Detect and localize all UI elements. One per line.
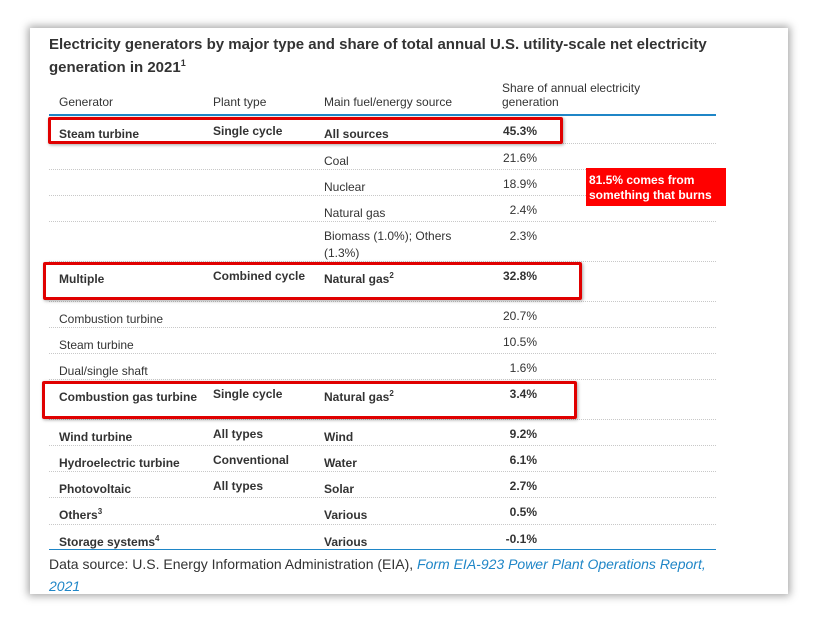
cell-share: 2.3% xyxy=(509,229,537,243)
column-header-fuel: Main fuel/energy source xyxy=(324,95,453,109)
cell-fuel: Natural gas2 xyxy=(324,389,394,404)
table-row: Steam turbine Single cycle All sources 45.3… xyxy=(49,117,716,143)
cell-fuel: All sources xyxy=(324,127,389,141)
column-header-plant-type: Plant type xyxy=(213,95,267,109)
cell-plant-type: All types xyxy=(213,479,264,493)
cell-fuel: Various xyxy=(324,535,368,549)
cell-fuel: Solar xyxy=(324,482,355,496)
table-row: Coal 21.6% xyxy=(49,143,716,170)
cell-generator: Multiple xyxy=(59,272,105,286)
cell-share: 6.1% xyxy=(509,453,537,467)
cell-plant-type: Combined cycle xyxy=(213,269,306,283)
cell-share: 45.3% xyxy=(502,124,537,138)
cell-fuel: Natural gas xyxy=(324,206,386,220)
cell-generator: Combustion turbine xyxy=(59,312,164,326)
cell-plant-type: Conventional xyxy=(213,453,290,467)
table-title: Electricity generators by major type and… xyxy=(49,36,707,76)
table-row: Natural gas 2.4% xyxy=(49,195,716,222)
cell-fuel: Water xyxy=(324,456,357,470)
table-row: Wind turbine All types Wind 9.2% xyxy=(49,419,716,446)
cell-plant-type: Single cycle xyxy=(213,124,283,138)
cell-fuel: Natural gas2 xyxy=(324,271,394,286)
table-card: Electricity generators by major type and… xyxy=(30,28,788,594)
cell-share: 32.8% xyxy=(502,269,537,283)
column-header-share: Share of annual electricity generation xyxy=(502,81,641,109)
cell-generator: Wind turbine xyxy=(59,430,133,444)
table-row: Dual/single shaft 1.6% xyxy=(49,353,716,380)
cell-fuel: Biomass (1.0%); Others (1.3%) xyxy=(324,229,452,260)
data-source-note: Data source: U.S. Energy Information Adm… xyxy=(49,556,706,594)
cell-fuel: Various xyxy=(324,508,368,522)
table-row: Multiple Combined cycle Natural gas2 32.8% xyxy=(49,261,716,302)
table-bottom-divider xyxy=(49,549,716,550)
highlight-box-combustion-gas-turbine xyxy=(42,381,577,419)
header-divider xyxy=(49,114,716,116)
cell-generator: Storage systems4 xyxy=(59,534,160,549)
cell-share: 9.2% xyxy=(509,427,537,441)
cell-generator: Hydroelectric turbine xyxy=(59,456,180,470)
table-row: Steam turbine 10.5% xyxy=(49,327,716,354)
table-row: Biomass (1.0%); Others (1.3%) 2.3% xyxy=(49,221,716,262)
cell-share: 2.4% xyxy=(509,203,537,217)
table-row: Photovoltaic All types Solar 2.7% xyxy=(49,471,716,498)
cell-plant-type: All types xyxy=(213,427,264,441)
table-row: Others3 Various 0.5% xyxy=(49,497,716,525)
cell-share: 18.9% xyxy=(502,177,537,191)
cell-generator: Steam turbine xyxy=(59,127,140,141)
cell-share: 10.5% xyxy=(502,335,537,349)
cell-share: 1.6% xyxy=(509,361,537,375)
cell-share: 2.7% xyxy=(509,479,537,493)
highlight-box-steam-turbine xyxy=(48,117,563,144)
title-footnote: 1 xyxy=(180,58,186,68)
highlight-box-multiple xyxy=(43,262,582,300)
cell-share: -0.1% xyxy=(505,532,537,546)
table-row: Nuclear 18.9% xyxy=(49,169,716,196)
table-row: Combustion gas turbine Single cycle Natura… xyxy=(49,379,716,420)
source-link[interactable]: Form EIA-923 Power Plant Operations Repo… xyxy=(49,556,706,594)
table-row: Storage systems4 Various -0.1% xyxy=(49,524,716,550)
cell-generator: Others3 xyxy=(59,507,103,522)
cell-share: 20.7% xyxy=(502,309,537,323)
cell-fuel: Wind xyxy=(324,430,354,444)
cell-generator: Photovoltaic xyxy=(59,482,132,496)
cell-plant-type: Single cycle xyxy=(213,387,283,401)
cell-generator: Dual/single shaft xyxy=(59,364,148,378)
table-row: Combustion turbine 20.7% xyxy=(49,301,716,328)
column-header-generator: Generator xyxy=(59,95,114,109)
cell-share: 21.6% xyxy=(502,151,537,165)
cell-fuel: Coal xyxy=(324,154,349,168)
cell-fuel: Nuclear xyxy=(324,180,366,194)
table-row: Hydroelectric turbine Conventional Water 6.… xyxy=(49,445,716,472)
callout-annotation: 81.5% comes from something that burns xyxy=(586,168,726,206)
cell-generator: Combustion gas turbine xyxy=(59,390,197,404)
cell-share: 0.5% xyxy=(509,505,537,519)
cell-share: 3.4% xyxy=(509,387,537,401)
cell-generator: Steam turbine xyxy=(59,338,134,352)
